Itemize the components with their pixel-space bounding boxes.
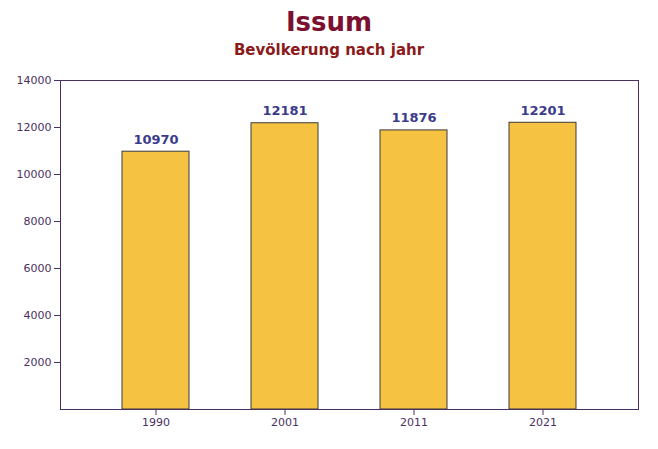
svg-text:2021: 2021 <box>529 416 557 429</box>
svg-text:1990: 1990 <box>142 416 170 429</box>
svg-text:8000: 8000 <box>24 215 52 228</box>
svg-text:4000: 4000 <box>24 309 52 322</box>
svg-text:10000: 10000 <box>17 168 52 181</box>
svg-text:2000: 2000 <box>24 356 52 369</box>
svg-text:12201: 12201 <box>520 103 565 118</box>
svg-text:2001: 2001 <box>271 416 299 429</box>
svg-text:14000: 14000 <box>17 74 52 87</box>
svg-text:12181: 12181 <box>262 103 307 118</box>
html-text:Bevölkerung nach jahr: Bevölkerung nach jahr <box>233 41 425 59</box>
svg-text:11876: 11876 <box>391 110 436 125</box>
svg-text:10970: 10970 <box>133 132 178 147</box>
html-text:Issum: Issum <box>285 7 373 37</box>
svg-text:2011: 2011 <box>400 416 428 429</box>
svg-text:12000: 12000 <box>17 121 52 134</box>
svg-text:6000: 6000 <box>24 262 52 275</box>
